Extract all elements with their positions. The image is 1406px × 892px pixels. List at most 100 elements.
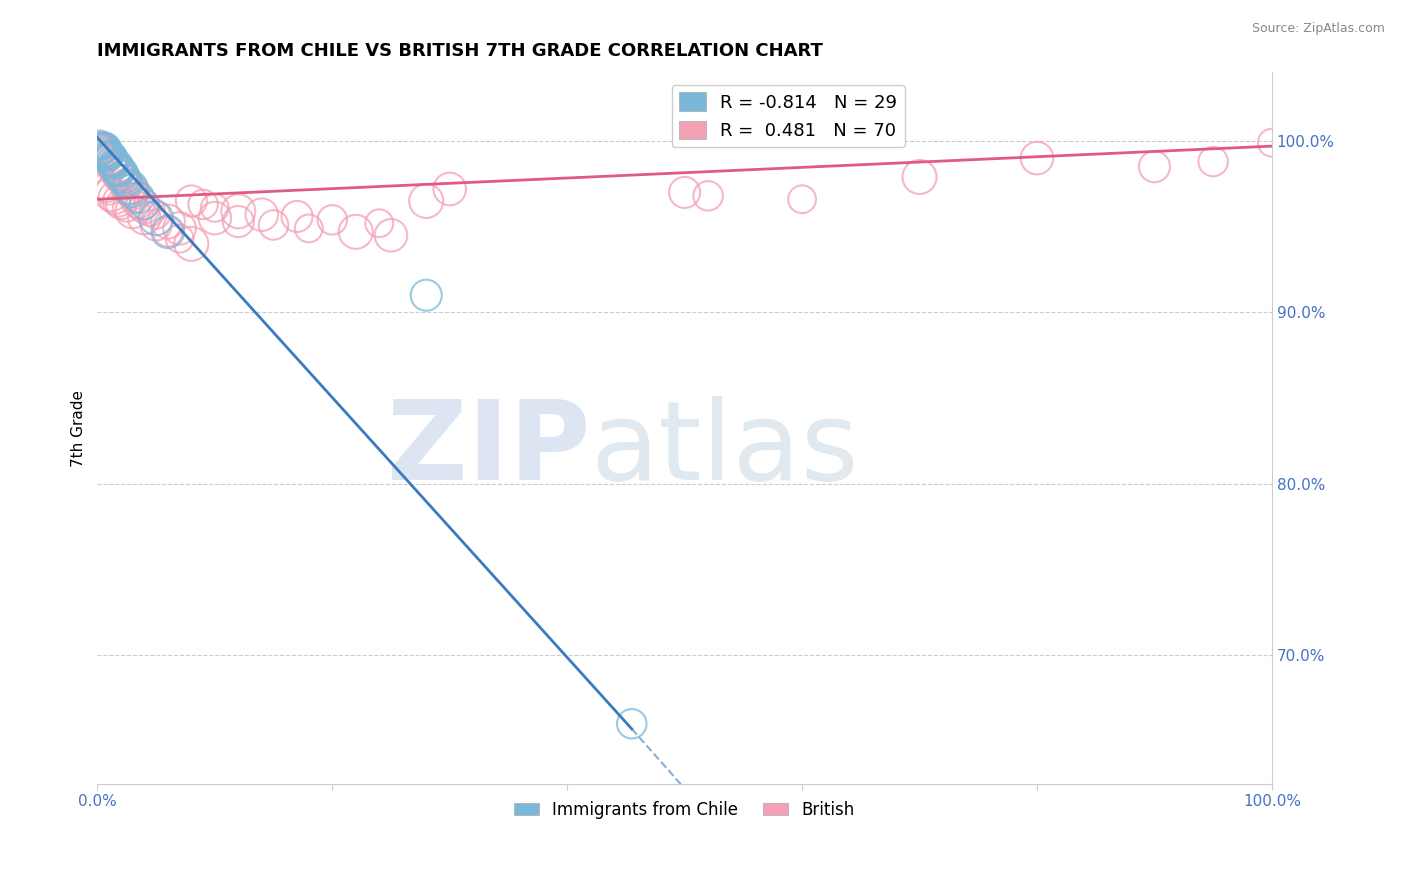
Point <box>191 197 214 211</box>
Point <box>110 197 132 211</box>
Point <box>120 180 142 194</box>
Point <box>91 139 114 153</box>
Legend: Immigrants from Chile, British: Immigrants from Chile, British <box>508 794 862 825</box>
Point <box>145 218 167 232</box>
Point <box>89 137 111 152</box>
Point <box>169 221 191 235</box>
Point <box>156 225 179 239</box>
Point <box>131 197 153 211</box>
Point <box>89 139 111 153</box>
Text: Source: ZipAtlas.com: Source: ZipAtlas.com <box>1251 22 1385 36</box>
Text: atlas: atlas <box>591 396 859 503</box>
Point <box>226 214 249 228</box>
Point <box>321 212 343 227</box>
Text: IMMIGRANTS FROM CHILE VS BRITISH 7TH GRADE CORRELATION CHART: IMMIGRANTS FROM CHILE VS BRITISH 7TH GRA… <box>97 42 824 60</box>
Point <box>110 169 132 184</box>
Text: ZIP: ZIP <box>387 396 591 503</box>
Point <box>105 165 128 179</box>
Point <box>91 141 114 155</box>
Point <box>115 201 138 215</box>
Point <box>101 158 124 172</box>
Point <box>114 177 136 191</box>
Point <box>344 225 367 239</box>
Point <box>100 156 122 170</box>
Point <box>105 163 128 178</box>
Point <box>91 145 114 159</box>
Point <box>91 177 114 191</box>
Point <box>107 167 129 181</box>
Point <box>104 190 127 204</box>
Point <box>180 194 202 208</box>
Point <box>112 173 135 187</box>
Point <box>121 184 143 198</box>
Point <box>285 210 308 224</box>
Point <box>204 201 226 215</box>
Point <box>104 158 127 172</box>
Point <box>112 169 135 184</box>
Point <box>226 204 249 219</box>
Point <box>90 141 112 155</box>
Point <box>145 211 167 226</box>
Point <box>108 168 131 182</box>
Point <box>121 187 143 202</box>
Point <box>368 216 391 230</box>
Point <box>117 177 139 191</box>
Point <box>107 163 129 178</box>
Point <box>104 161 127 176</box>
Point <box>98 151 121 165</box>
Point <box>298 221 321 235</box>
Point <box>94 147 117 161</box>
Point <box>139 204 162 219</box>
Point <box>1202 154 1225 169</box>
Point <box>93 143 115 157</box>
Y-axis label: 7th Grade: 7th Grade <box>72 390 86 467</box>
Point <box>620 716 643 731</box>
Point <box>908 169 931 184</box>
Point <box>120 184 142 198</box>
Point <box>145 208 167 222</box>
Point <box>103 160 125 174</box>
Point <box>108 165 131 179</box>
Point <box>250 208 273 222</box>
Point <box>98 153 121 167</box>
Point <box>100 187 122 202</box>
Point <box>97 147 120 161</box>
Point <box>94 145 117 159</box>
Point <box>96 149 118 163</box>
Point <box>98 184 121 198</box>
Point <box>156 214 179 228</box>
Point <box>105 161 128 176</box>
Point <box>380 228 402 243</box>
Point <box>127 190 149 204</box>
Point <box>1261 136 1284 150</box>
Point <box>101 154 124 169</box>
Point <box>134 211 156 226</box>
Point <box>114 173 136 187</box>
Point <box>91 143 114 157</box>
Point <box>415 194 437 208</box>
Point <box>96 146 118 161</box>
Point <box>117 180 139 194</box>
Point <box>96 180 118 194</box>
Point <box>156 225 179 239</box>
Point <box>134 197 156 211</box>
Point <box>107 194 129 208</box>
Point <box>121 204 143 219</box>
Point <box>204 211 226 226</box>
Point <box>1143 160 1166 174</box>
Point <box>100 153 122 167</box>
Point <box>439 182 461 196</box>
Point <box>134 201 156 215</box>
Point <box>110 167 132 181</box>
Point <box>105 160 128 174</box>
Point <box>98 149 121 163</box>
Point <box>98 154 121 169</box>
Point <box>1026 151 1049 165</box>
Point <box>124 190 146 204</box>
Point <box>97 151 120 165</box>
Point <box>790 192 813 206</box>
Point <box>180 236 202 251</box>
Point <box>93 146 115 161</box>
Point <box>415 288 437 302</box>
Point <box>263 218 285 232</box>
